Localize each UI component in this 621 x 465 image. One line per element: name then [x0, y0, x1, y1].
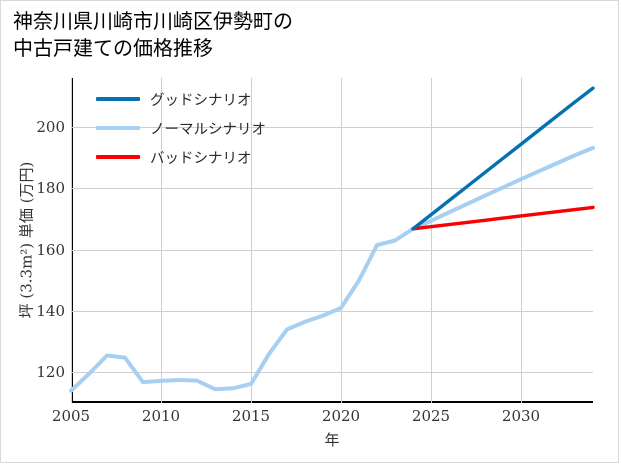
- y-axis-tick-labels: 120 140 160 180 200: [1, 78, 65, 403]
- chart-legend: グッドシナリオ ノーマルシナリオ バッドシナリオ: [96, 89, 266, 167]
- legend-swatch-icon: [96, 97, 140, 101]
- series-line: [411, 86, 595, 231]
- legend-label: ノーマルシナリオ: [150, 121, 266, 138]
- legend-item[interactable]: グッドシナリオ: [96, 89, 266, 109]
- x-axis-spine: [71, 401, 593, 403]
- gridline-horizontal: [71, 249, 593, 251]
- gridline-horizontal: [71, 188, 593, 190]
- series-line: [69, 145, 595, 393]
- gridline-vertical: [251, 78, 252, 403]
- page-title: 神奈川県川崎市川崎区伊勢町の 中古戸建ての価格推移: [13, 11, 293, 60]
- legend-item[interactable]: ノーマルシナリオ: [96, 118, 266, 138]
- gridline-vertical: [341, 78, 342, 403]
- x-tick-label: 2025: [411, 407, 451, 425]
- y-tick-label: 160: [36, 240, 65, 259]
- y-tick-label: 200: [36, 118, 65, 137]
- y-axis-title: 坪 (3.3m²) 単価 (万円): [17, 161, 36, 319]
- legend-label: グッドシナリオ: [150, 92, 252, 109]
- gridline-vertical: [71, 78, 72, 403]
- x-axis-tick-labels: 2005 2010 2015 2020 2025 2030: [52, 407, 593, 429]
- y-tick-label: 140: [36, 302, 65, 321]
- plot-area: [69, 78, 595, 403]
- x-tick-label: 2010: [141, 407, 181, 425]
- y-tick-label: 180: [36, 179, 65, 198]
- legend-item[interactable]: バッドシナリオ: [96, 147, 266, 167]
- legend-swatch-icon: [96, 155, 140, 159]
- y-tick-label: 120: [36, 363, 65, 382]
- x-tick-label: 2005: [51, 407, 91, 425]
- gridline-horizontal: [71, 372, 593, 374]
- legend-swatch-icon: [96, 126, 140, 130]
- x-tick-label: 2015: [231, 407, 271, 425]
- series-lines: [69, 86, 595, 393]
- gridline-vertical: [431, 78, 432, 403]
- x-tick-label: 2030: [501, 407, 541, 425]
- legend-label: バッドシナリオ: [150, 150, 252, 167]
- x-axis-title: 年: [324, 431, 340, 449]
- gridline-vertical: [521, 78, 522, 403]
- gridline-vertical: [161, 78, 162, 403]
- gridline-horizontal: [71, 127, 593, 129]
- x-tick-label: 2020: [321, 407, 361, 425]
- series-line: [411, 205, 595, 231]
